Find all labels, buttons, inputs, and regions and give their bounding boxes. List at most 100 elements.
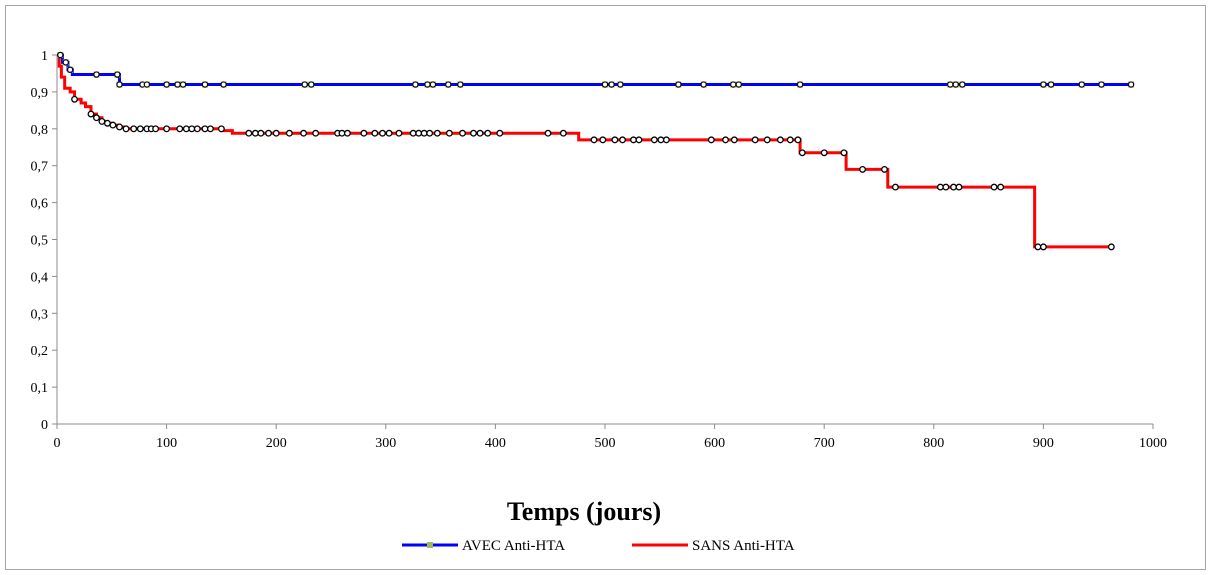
x-tick-label: 400 (485, 436, 506, 451)
x-tick-label: 500 (595, 436, 616, 451)
censor-marker-sans (338, 129, 346, 137)
censor-marker-sans (459, 129, 466, 137)
censor-marker-sans (650, 136, 658, 144)
censor-marker-sans (936, 183, 944, 191)
censor-marker-sans (751, 136, 759, 144)
censor-marker-sans (109, 121, 117, 129)
censor-circle-avec (1127, 81, 1135, 88)
x-tick-label: 1000 (1139, 436, 1167, 451)
legend: AVEC Anti-HTA SANS Anti-HTA (402, 538, 795, 554)
markers (57, 51, 1135, 251)
censor-circle-avec (66, 66, 74, 73)
censor-circle-avec (174, 81, 181, 88)
censor-marker-sans (379, 129, 386, 137)
censor-marker-sans (182, 125, 190, 133)
censor-circle-avec (796, 81, 804, 88)
censor-marker-sans (87, 110, 95, 118)
x-tick-label: 600 (704, 436, 725, 451)
censor-circle-avec (308, 81, 315, 88)
y-tick-label: 0,2 (31, 344, 49, 359)
censor-circle-avec (730, 81, 737, 88)
censor-marker-sans (343, 129, 351, 137)
censor-marker-sans (722, 136, 730, 144)
censor-circle-avec (220, 81, 227, 88)
censor-marker-sans (1107, 243, 1115, 251)
censor-marker-sans (98, 117, 106, 125)
censor-marker-sans (990, 183, 998, 191)
censor-marker-sans (71, 95, 78, 103)
censor-marker-sans (707, 136, 715, 144)
censor-marker-sans (476, 129, 484, 137)
censor-circle-avec (675, 81, 682, 88)
censor-circle-avec (735, 81, 742, 88)
censor-marker-sans (786, 136, 794, 144)
y-tick-label: 0,5 (31, 234, 49, 249)
censor-marker-sans (955, 183, 963, 191)
censor-circle-avec (947, 81, 954, 88)
censor-marker-sans (891, 183, 899, 191)
censor-circle-avec (301, 81, 308, 88)
censor-marker-sans (136, 125, 144, 133)
censor-marker-sans (630, 136, 637, 144)
x-tick-label: 700 (814, 436, 835, 451)
censor-circle-avec (93, 71, 100, 78)
censor-marker-sans (420, 129, 428, 137)
censor-marker-sans (360, 129, 368, 137)
y-tick-label: 0,3 (31, 307, 49, 322)
censor-circle-avec (952, 81, 959, 88)
censor-marker-sans (619, 136, 626, 144)
y-tick-label: 0,6 (31, 197, 49, 212)
censor-marker-sans (997, 183, 1005, 191)
censor-marker-sans (470, 129, 477, 137)
censor-marker-sans (662, 136, 670, 144)
censor-circle-avec (143, 81, 151, 88)
x-tick-label: 200 (266, 436, 287, 451)
censor-marker-sans (122, 125, 130, 133)
censor-marker-sans (820, 149, 828, 157)
x-axis-title: Temps (jours) (507, 497, 661, 526)
censor-marker-sans (798, 149, 806, 157)
censor-marker-sans (590, 136, 598, 144)
y-tick-label: 1 (41, 49, 48, 64)
censor-marker-sans (763, 136, 771, 144)
censor-marker-sans (201, 125, 209, 133)
censor-circle-avec (201, 81, 209, 88)
censor-circle-avec (445, 81, 452, 88)
censor-circle-avec (601, 81, 609, 88)
x-tick-label: 0 (54, 436, 61, 451)
y-tick-label: 0 (41, 418, 48, 433)
censor-circle-avec (1040, 81, 1047, 88)
x-tick-label: 100 (156, 436, 177, 451)
censor-marker-sans (794, 136, 802, 144)
y-tick-label: 0,7 (31, 160, 49, 175)
censor-marker-sans (942, 183, 950, 191)
censor-marker-sans (426, 129, 434, 137)
censor-marker-sans (371, 129, 379, 137)
y-tick-label: 0,9 (31, 86, 49, 101)
censor-circle-avec (700, 81, 707, 88)
series (57, 53, 1132, 249)
censor-marker-sans (611, 136, 619, 144)
censor-marker-sans (257, 129, 265, 137)
censor-marker-sans (657, 136, 665, 144)
legend-item-sans: SANS Anti-HTA (632, 538, 795, 554)
censor-marker-sans (152, 125, 160, 133)
censor-marker-sans (245, 129, 253, 137)
censor-circle-avec (114, 71, 121, 78)
legend-label-sans: SANS Anti-HTA (692, 538, 795, 554)
censor-marker-sans (385, 129, 393, 137)
censor-marker-sans (881, 165, 888, 173)
chart-area: 0 100 200 300 400 500 600 700 800 900 1000 0 0,1 0,2 0… (5, 5, 1206, 570)
censor-marker-sans (116, 123, 123, 131)
censor-marker-sans (251, 129, 259, 137)
censor-marker-sans (312, 129, 320, 137)
censor-circle-avec (62, 59, 69, 66)
censor-marker-sans (544, 129, 552, 137)
censor-circle-avec (608, 81, 615, 88)
censor-marker-sans (730, 136, 738, 144)
censor-marker-sans (300, 129, 308, 137)
censor-circle-avec (116, 81, 123, 88)
censor-marker-sans (206, 125, 214, 133)
censor-circle-avec (424, 81, 431, 88)
censor-circle-avec (1098, 81, 1105, 88)
